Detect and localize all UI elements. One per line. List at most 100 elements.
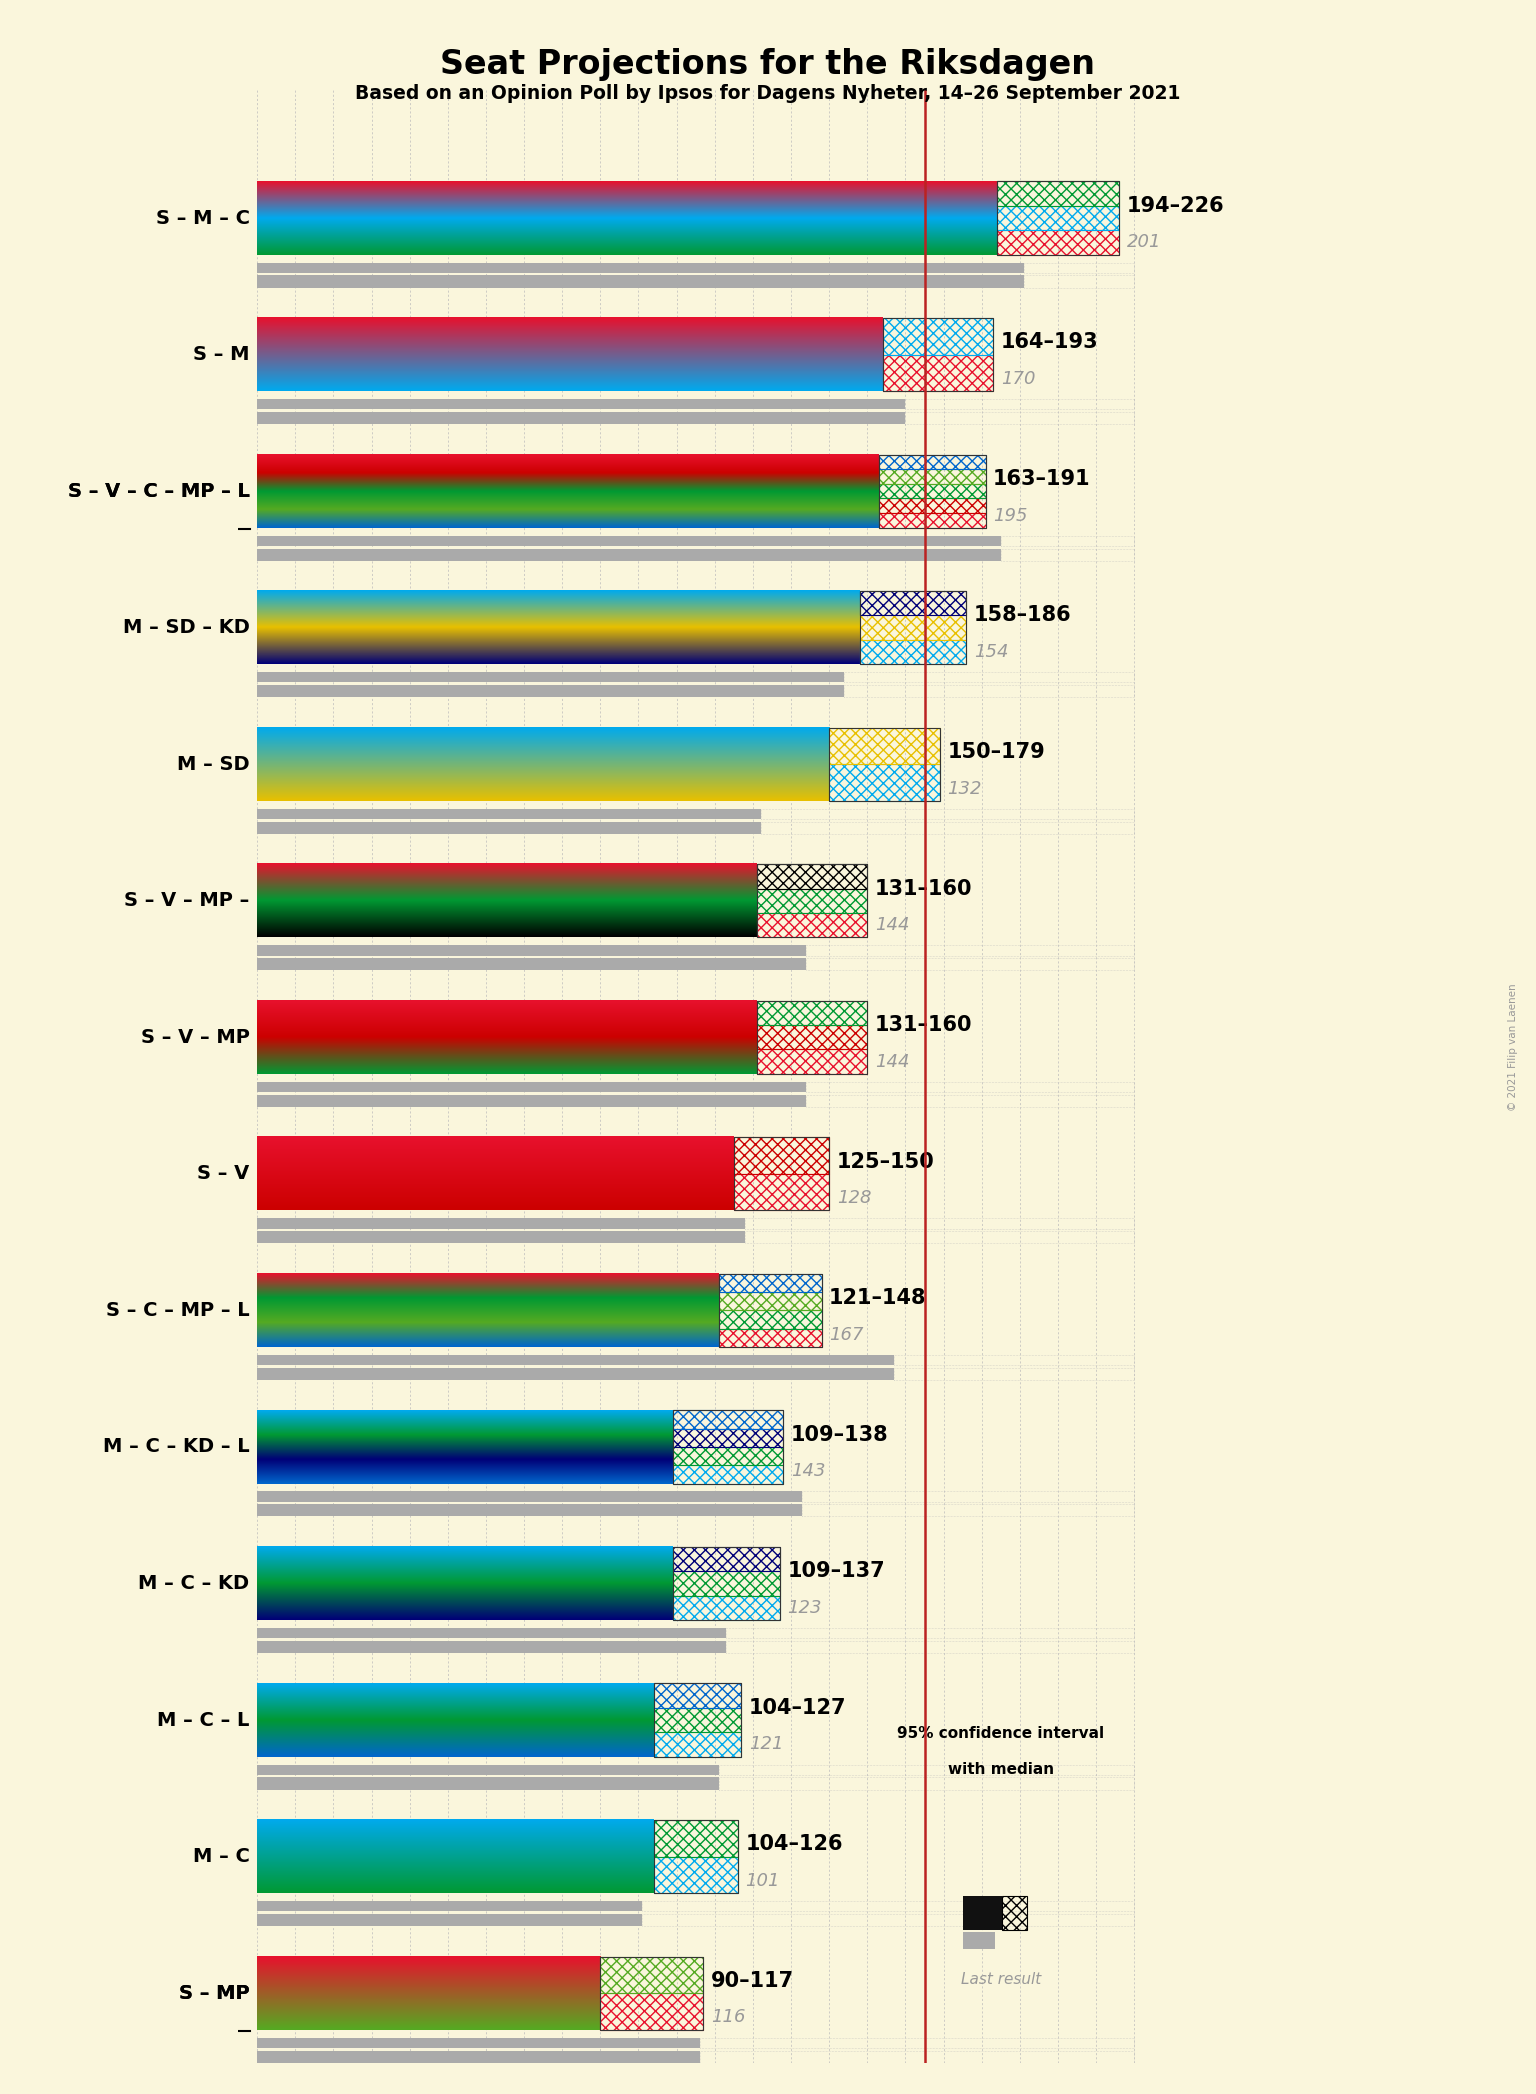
Bar <box>905 413 1134 425</box>
Bar <box>257 1778 719 1790</box>
Bar <box>879 454 986 469</box>
Bar <box>257 959 806 970</box>
Bar <box>760 821 1134 833</box>
Text: Last result: Last result <box>960 1973 1041 1987</box>
Bar <box>727 1642 1134 1652</box>
Bar <box>734 1137 829 1175</box>
Bar <box>883 318 994 392</box>
Bar <box>879 513 986 528</box>
Text: S – V – MP: S – V – MP <box>141 1028 249 1047</box>
Bar <box>829 764 940 800</box>
Bar <box>757 1001 868 1026</box>
Text: 116: 116 <box>711 2008 745 2027</box>
Text: 109–138: 109–138 <box>791 1424 889 1445</box>
Bar <box>673 1411 783 1428</box>
Bar <box>257 1367 894 1380</box>
Text: 158–186: 158–186 <box>974 605 1072 626</box>
Bar <box>997 205 1120 230</box>
Bar <box>654 1684 742 1709</box>
Text: 109–137: 109–137 <box>788 1562 885 1581</box>
Bar <box>601 1956 703 2029</box>
Text: 167: 167 <box>829 1326 863 1344</box>
Text: M – SD – KD: M – SD – KD <box>123 618 249 637</box>
Bar <box>257 1765 719 1776</box>
Text: 90–117: 90–117 <box>711 1970 794 1991</box>
Text: S – V: S – V <box>197 1164 249 1183</box>
Text: M – C – L: M – C – L <box>157 1711 249 1730</box>
Bar <box>879 469 986 484</box>
Bar <box>757 1026 868 1049</box>
Bar <box>257 400 905 408</box>
Bar <box>997 182 1120 255</box>
Bar <box>883 354 994 392</box>
Bar <box>719 1292 822 1311</box>
Text: Seat Projections for the Riksdagen: Seat Projections for the Riksdagen <box>441 48 1095 82</box>
Text: © 2021 Filip van Laenen: © 2021 Filip van Laenen <box>1508 984 1518 1110</box>
Bar <box>963 1895 1001 1931</box>
Bar <box>257 1642 727 1652</box>
Bar <box>257 1231 745 1244</box>
Bar <box>1001 549 1134 561</box>
Bar <box>894 1367 1134 1380</box>
Text: 144: 144 <box>876 1053 909 1070</box>
Text: 95% confidence interval: 95% confidence interval <box>897 1725 1104 1740</box>
Bar <box>673 1547 780 1621</box>
Text: 163–191: 163–191 <box>994 469 1091 488</box>
Bar <box>257 821 760 833</box>
Bar <box>257 2050 699 2063</box>
Text: 201: 201 <box>1126 232 1161 251</box>
Text: S – MP: S – MP <box>178 1983 249 2002</box>
Bar <box>829 727 940 764</box>
Bar <box>806 944 1134 955</box>
Bar <box>757 1049 868 1074</box>
Bar <box>673 1411 783 1483</box>
Bar <box>257 1627 727 1638</box>
Bar <box>719 1273 822 1292</box>
Text: 128: 128 <box>837 1189 871 1208</box>
Text: 195: 195 <box>994 507 1028 524</box>
Text: 104–126: 104–126 <box>745 1834 843 1855</box>
Bar <box>673 1466 783 1483</box>
Text: Based on an Opinion Poll by Ipsos for Dagens Nyheter, 14–26 September 2021: Based on an Opinion Poll by Ipsos for Da… <box>355 84 1181 103</box>
Text: S – V – C – MP – L: S – V – C – MP – L <box>68 482 249 500</box>
Bar <box>719 1273 822 1346</box>
Bar <box>654 1709 742 1732</box>
Text: 123: 123 <box>788 1600 822 1617</box>
Bar <box>879 498 986 513</box>
Text: 150–179: 150–179 <box>948 741 1044 762</box>
Bar <box>719 1311 822 1330</box>
Text: 132: 132 <box>948 779 982 798</box>
Bar <box>601 1993 703 2029</box>
Bar <box>745 1219 1134 1229</box>
Text: 101: 101 <box>745 1872 780 1891</box>
Bar <box>257 549 1001 561</box>
Bar <box>257 1914 642 1926</box>
Bar <box>654 1684 742 1757</box>
Bar <box>601 1956 703 1993</box>
Bar <box>673 1596 780 1621</box>
Text: 143: 143 <box>791 1462 825 1480</box>
Bar <box>699 2050 1134 2063</box>
Text: S – V – MP –: S – V – MP – <box>124 892 249 911</box>
Bar <box>257 1491 802 1501</box>
Bar <box>257 808 760 819</box>
Bar <box>673 1428 783 1447</box>
Bar <box>760 808 1134 819</box>
Bar <box>757 888 868 913</box>
Bar <box>845 685 1134 697</box>
Bar <box>257 1083 806 1093</box>
Bar <box>673 1570 780 1596</box>
Bar <box>257 1219 745 1229</box>
Bar <box>257 1901 642 1912</box>
Text: 154: 154 <box>974 643 1009 662</box>
Bar <box>257 672 845 683</box>
Text: 194–226: 194–226 <box>1126 197 1224 216</box>
Bar <box>1023 276 1134 287</box>
Text: 121–148: 121–148 <box>829 1288 926 1309</box>
Bar <box>1023 262 1134 272</box>
Bar <box>699 2037 1134 2048</box>
Text: 131–160: 131–160 <box>876 1016 972 1034</box>
Bar <box>860 616 966 641</box>
Text: S – C – MP – L: S – C – MP – L <box>106 1300 249 1319</box>
Bar <box>806 1095 1134 1108</box>
